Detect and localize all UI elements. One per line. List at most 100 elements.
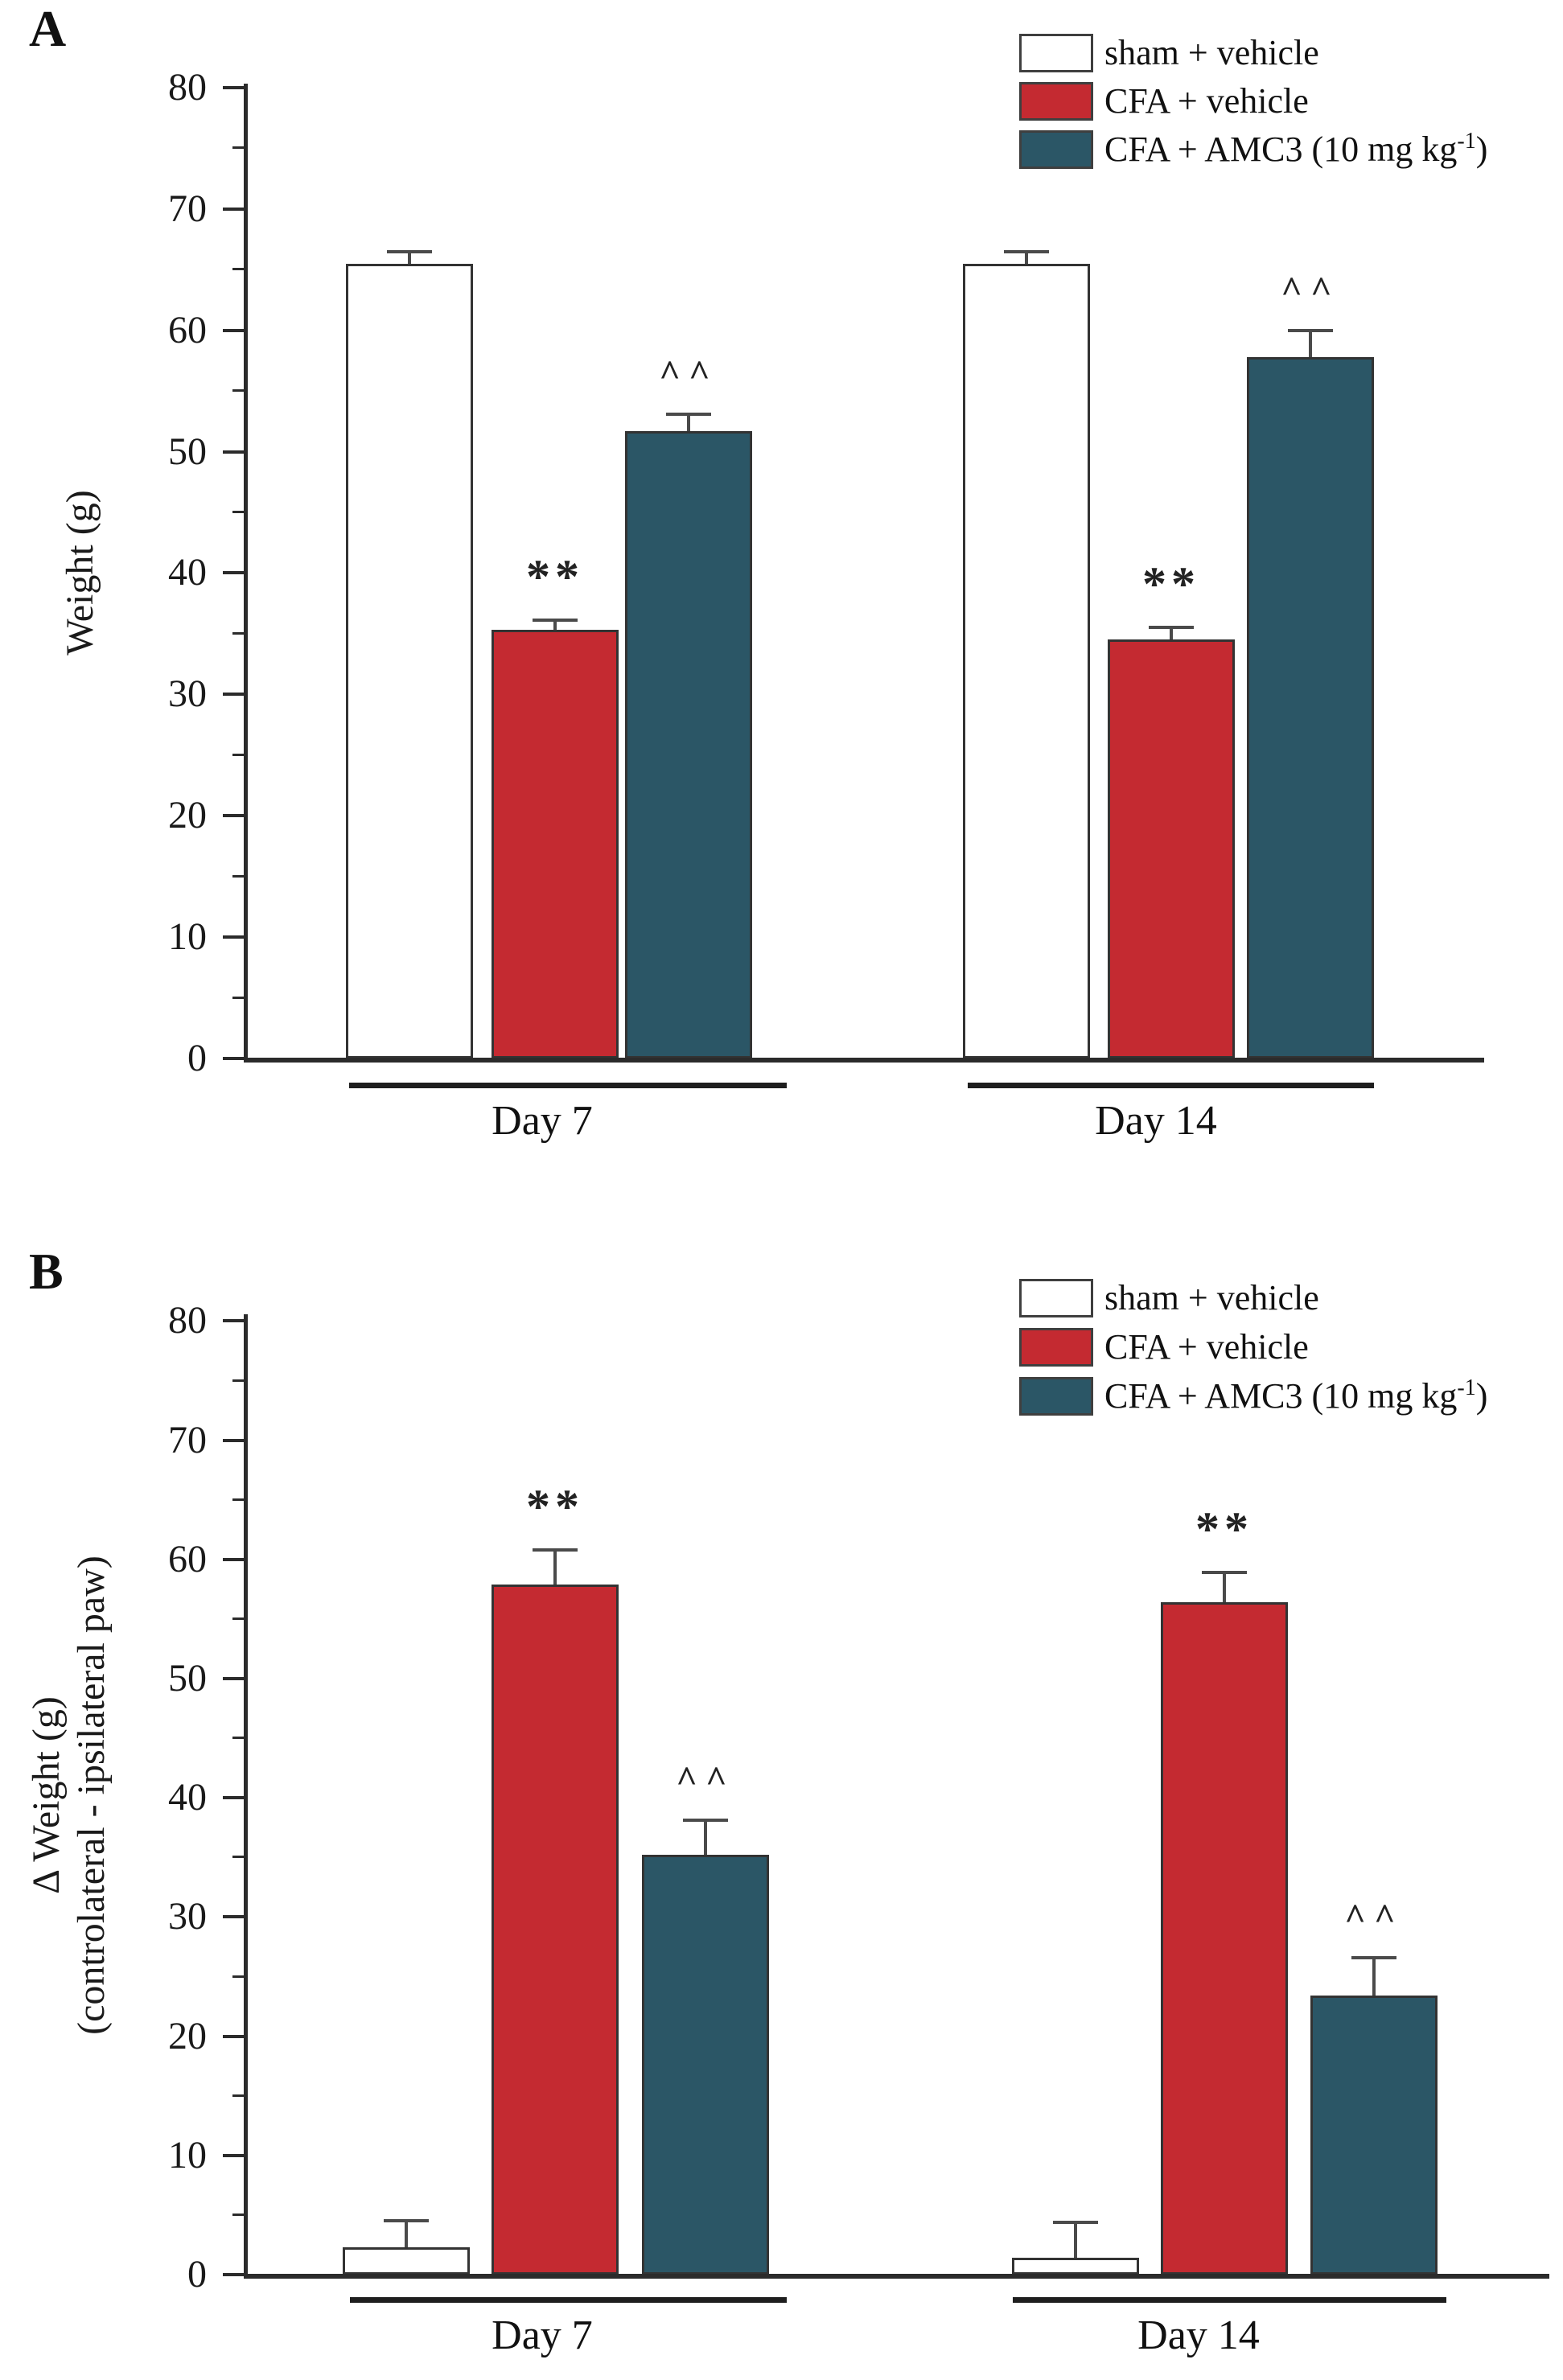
panel-b-legend-text-amc3: CFA + AMC3 (10 mg kg — [1104, 1376, 1458, 1416]
panel-a-minor-tick-5 — [232, 997, 244, 999]
panel-b-ytick-label-70: 70 — [168, 1419, 207, 1461]
panel-a-ytick-label-30: 30 — [168, 672, 207, 715]
panel-b-significance-cfa-vehicle-day-7: ** — [526, 1480, 584, 1533]
panel-a-legend-swatch-sham — [1019, 34, 1093, 72]
panel-b-error-cap-cfa-amc3-10-mg-kg-1-day-7 — [683, 1819, 728, 1822]
panel-b-y-axis — [244, 1314, 248, 2278]
panel-b-minor-tick-75 — [232, 1379, 244, 1382]
panel-a-bar-sham-vehicle-day-14 — [963, 264, 1090, 1058]
panel-b-major-tick-60 — [223, 1558, 244, 1561]
panel-a-legend-label-cfa: CFA + vehicle — [1104, 82, 1309, 121]
panel-b-minor-tick-5 — [232, 2214, 244, 2216]
panel-a-minor-tick-45 — [232, 511, 244, 513]
panel-b-ytick-label-40: 40 — [168, 1776, 207, 1819]
panel-a-error-cap-cfa-vehicle-day-14 — [1149, 626, 1194, 629]
panel-a-legend-label-amc3: CFA + AMC3 (10 mg kg-1) — [1104, 130, 1487, 169]
panel-b-major-tick-40 — [223, 1796, 244, 1799]
panel-a-minor-tick-75 — [232, 146, 244, 149]
panel-b-minor-tick-45 — [232, 1737, 244, 1739]
panel-a-ytick-label-10: 10 — [168, 915, 207, 958]
panel-b-minor-tick-35 — [232, 1856, 244, 1858]
panel-b-major-tick-50 — [223, 1677, 244, 1680]
panel-a-major-tick-50 — [223, 450, 244, 454]
panel-b-error-stem-cfa-amc3-10-mg-kg-1-day-14 — [1372, 1958, 1376, 1996]
panel-a-bar-cfa-vehicle-day-7 — [492, 630, 619, 1058]
panel-a-ytick-label-60: 60 — [168, 309, 207, 351]
panel-a-major-tick-40 — [223, 571, 244, 574]
panel-b-group-underline-day-7 — [350, 2297, 787, 2303]
panel-b-legend-text-cfa: CFA + vehicle — [1104, 1327, 1309, 1367]
panel-b-minor-tick-25 — [232, 1975, 244, 1978]
panel-a-ytick-label-20: 20 — [168, 794, 207, 836]
panel-b-legend-swatch-sham — [1019, 1279, 1093, 1317]
panel-a-bar-cfa-amc3-10-mg-kg-1-day-7 — [625, 431, 752, 1058]
panel-a-minor-tick-55 — [232, 389, 244, 392]
panel-b-major-tick-10 — [223, 2154, 244, 2157]
panel-b-minor-tick-15 — [232, 2094, 244, 2097]
panel-b-y-axis-title-line: (controlateral - ipsilateral paw) — [70, 1556, 113, 2035]
panel-b-error-cap-sham-vehicle-day-14 — [1053, 2221, 1098, 2224]
panel-a-minor-tick-25 — [232, 754, 244, 756]
panel-a-error-cap-cfa-vehicle-day-7 — [533, 619, 578, 622]
panel-b-error-stem-sham-vehicle-day-14 — [1074, 2222, 1077, 2258]
panel-b-x-axis — [244, 2274, 1549, 2279]
panel-b-ytick-label-0: 0 — [187, 2253, 207, 2296]
panel-a-minor-tick-65 — [232, 268, 244, 270]
panel-a-ytick-label-70: 70 — [168, 187, 207, 230]
panel-a-major-tick-20 — [223, 814, 244, 817]
panel-a-bar-cfa-amc3-10-mg-kg-1-day-14 — [1247, 357, 1374, 1058]
panel-a-legend-text-sham: sham + vehicle — [1104, 33, 1319, 72]
panel-b-legend-swatch-cfa — [1019, 1328, 1093, 1367]
panel-a-ytick-label-0: 0 — [187, 1037, 207, 1079]
panel-a-x-axis — [244, 1058, 1484, 1063]
panel-a-error-stem-cfa-amc3-10-mg-kg-1-day-14 — [1309, 331, 1312, 357]
panel-b-major-tick-20 — [223, 2035, 244, 2038]
panel-a-group-label-day-7: Day 7 — [492, 1098, 593, 1144]
panel-b-group-label-day-7: Day 7 — [492, 2312, 593, 2358]
panel-a-ytick-label-50: 50 — [168, 430, 207, 473]
panel-b-minor-tick-55 — [232, 1617, 244, 1620]
panel-b-ytick-label-80: 80 — [168, 1299, 207, 1342]
panel-a-y-axis — [244, 84, 248, 1062]
panel-a-major-tick-30 — [223, 693, 244, 696]
panel-b-major-tick-30 — [223, 1915, 244, 1918]
panel-a-error-stem-sham-vehicle-day-7 — [408, 252, 411, 264]
panel-b-bar-sham-vehicle-day-14 — [1012, 2258, 1139, 2275]
panel-b-error-cap-sham-vehicle-day-7 — [384, 2219, 429, 2222]
panel-b-major-tick-80 — [223, 1319, 244, 1322]
panel-a-significance-cfa-vehicle-day-7: ** — [526, 550, 584, 603]
panel-a-major-tick-0 — [223, 1057, 244, 1060]
panel-a-error-stem-cfa-vehicle-day-14 — [1170, 627, 1173, 639]
panel-b-error-stem-cfa-amc3-10-mg-kg-1-day-7 — [704, 1820, 707, 1855]
panel-a-bar-cfa-vehicle-day-14 — [1108, 639, 1235, 1058]
panel-b-error-cap-cfa-amc3-10-mg-kg-1-day-14 — [1351, 1956, 1396, 1959]
panel-a-significance-cfa-amc3-10-mg-kg-1-day-7: ^^ — [659, 352, 718, 393]
panel-a-error-stem-cfa-amc3-10-mg-kg-1-day-7 — [687, 414, 690, 431]
panel-a-legend-swatch-cfa — [1019, 82, 1093, 121]
panel-a-legend-text-cfa: CFA + vehicle — [1104, 81, 1309, 121]
panel-a-legend-text-end-amc3: ) — [1475, 129, 1488, 169]
panel-b-bar-sham-vehicle-day-7 — [343, 2247, 470, 2275]
panel-b-minor-tick-65 — [232, 1498, 244, 1501]
panel-b-letter: B — [29, 1243, 64, 1300]
panel-a-group-underline-day-14 — [968, 1083, 1374, 1088]
panel-b-ytick-label-60: 60 — [168, 1538, 207, 1581]
panel-a-major-tick-80 — [223, 86, 244, 89]
panel-a-major-tick-60 — [223, 329, 244, 332]
panel-b-legend-swatch-amc3 — [1019, 1377, 1093, 1416]
panel-a-group-label-day-14: Day 14 — [1095, 1098, 1217, 1144]
panel-a-significance-cfa-vehicle-day-14: ** — [1142, 557, 1200, 610]
panel-b-error-stem-cfa-vehicle-day-14 — [1223, 1572, 1226, 1602]
panel-b-significance-cfa-vehicle-day-14: ** — [1195, 1502, 1253, 1556]
panel-a-error-stem-cfa-vehicle-day-7 — [553, 620, 557, 630]
panel-b-error-cap-cfa-vehicle-day-14 — [1202, 1571, 1247, 1574]
panel-a-error-cap-sham-vehicle-day-14 — [1004, 250, 1049, 253]
panel-a-ytick-label-80: 80 — [168, 66, 207, 109]
panel-b-legend-text-sham: sham + vehicle — [1104, 1278, 1319, 1317]
panel-b-group-label-day-14: Day 14 — [1137, 2312, 1260, 2358]
panel-b-significance-cfa-amc3-10-mg-kg-1-day-14: ^^ — [1344, 1896, 1404, 1937]
panel-b-y-axis-title-line: Δ Weight (g) — [25, 1696, 68, 1894]
panel-a-legend-superscript-amc3: -1 — [1457, 129, 1476, 154]
